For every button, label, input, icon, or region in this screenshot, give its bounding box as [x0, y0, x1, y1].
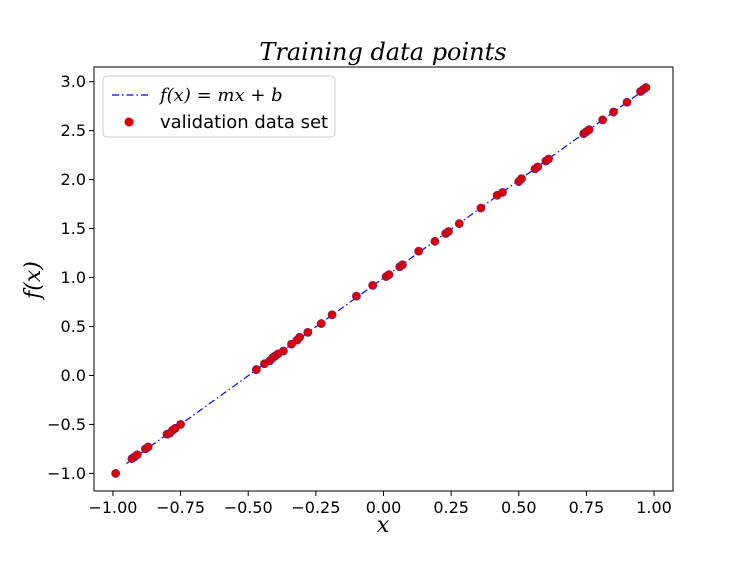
x-tick-label: 0.50 — [501, 498, 537, 517]
y-tick-label: −1.0 — [47, 464, 86, 483]
data-point — [176, 420, 185, 429]
data-point — [143, 442, 153, 452]
data-point — [316, 319, 326, 328]
y-tick-label: 3.0 — [61, 72, 86, 91]
y-axis-ticks: −1.0 −0.5 0.0 0.5 1.0 1.5 2.0 2.5 3.0 — [47, 72, 94, 483]
y-tick-label: 1.5 — [61, 219, 86, 238]
chart-title: Training data points — [259, 38, 506, 66]
data-point — [584, 125, 594, 135]
x-tick-label: −0.75 — [156, 498, 205, 517]
data-point — [398, 260, 407, 270]
y-tick-label: 1.0 — [61, 268, 86, 287]
legend: f(x) = mx + b validation data set — [102, 75, 336, 138]
legend-box — [102, 75, 336, 138]
x-axis-label: x — [377, 513, 390, 538]
y-tick-label: 2.0 — [61, 170, 86, 189]
data-point — [111, 468, 121, 478]
data-point — [598, 115, 608, 125]
data-point — [544, 154, 553, 164]
data-point — [327, 310, 337, 320]
data-point — [609, 107, 618, 117]
data-point — [384, 270, 394, 279]
data-point — [498, 187, 507, 197]
data-point — [132, 450, 142, 460]
data-point — [251, 365, 261, 374]
data-point — [414, 246, 424, 256]
data-point — [476, 203, 486, 213]
legend-line-label: f(x) = mx + b — [158, 85, 283, 106]
data-point — [454, 219, 464, 229]
x-tick-label: 0.00 — [366, 498, 402, 517]
y-tick-label: 0.5 — [61, 317, 86, 336]
data-point — [533, 162, 543, 172]
y-tick-label: 0.0 — [61, 366, 86, 385]
data-point — [295, 332, 305, 342]
x-tick-label: 1.00 — [636, 498, 672, 517]
data-point — [444, 227, 453, 236]
x-axis-ticks: −1.00 −0.75 −0.50 −0.25 0.00 0.25 0.50 0.75 1.00 — [88, 491, 672, 517]
x-tick-label: −0.50 — [224, 498, 273, 517]
y-tick-label: 2.5 — [61, 121, 86, 140]
data-point — [303, 327, 313, 337]
legend-point-label: validation data set — [160, 112, 328, 133]
x-tick-label: 0.25 — [433, 498, 469, 517]
validation-points-series — [111, 83, 651, 478]
data-point — [352, 291, 361, 301]
data-point — [517, 174, 526, 184]
x-tick-label: 0.75 — [569, 498, 605, 517]
y-tick-label: −0.5 — [47, 415, 86, 434]
y-axis-label: f(x) — [21, 261, 46, 301]
legend-point-swatch — [124, 117, 134, 127]
data-point — [368, 280, 378, 290]
data-point — [430, 236, 440, 246]
data-point — [622, 97, 632, 107]
x-tick-label: −1.00 — [88, 498, 137, 517]
data-point — [278, 346, 288, 356]
data-point — [641, 83, 651, 92]
x-tick-label: −0.25 — [291, 498, 340, 517]
